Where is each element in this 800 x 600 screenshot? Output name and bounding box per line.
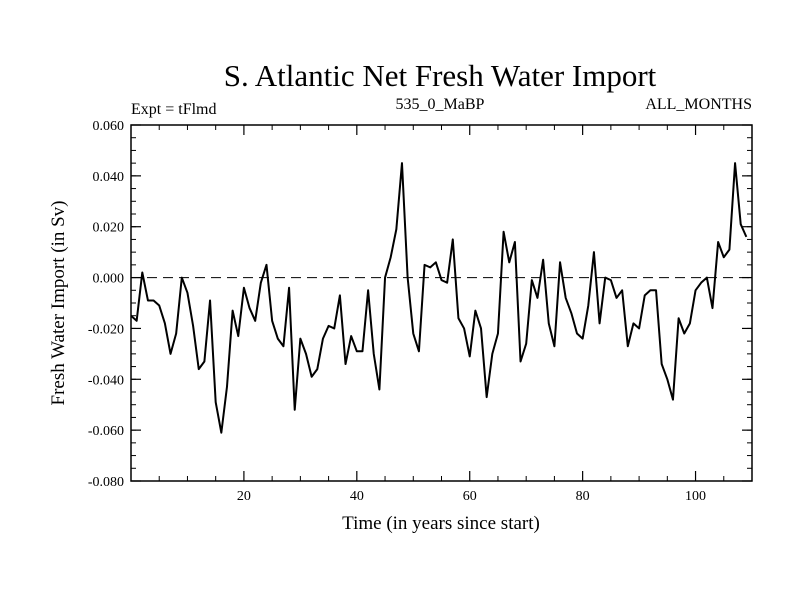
y-tick-label: 0.060 bbox=[93, 119, 125, 134]
y-tick-label: 0.040 bbox=[93, 170, 125, 185]
x-tick-label: 100 bbox=[685, 489, 706, 504]
subtitle-experiment: Expt = tFlmd bbox=[131, 101, 216, 118]
y-tick-label: -0.040 bbox=[88, 373, 124, 388]
plot-frame bbox=[130, 124, 753, 482]
x-tick-label: 40 bbox=[350, 489, 364, 504]
chart-title: S. Atlantic Net Fresh Water Import bbox=[224, 58, 657, 93]
y-tick-label: -0.060 bbox=[88, 424, 124, 439]
y-tick-label: 0.000 bbox=[93, 272, 125, 287]
x-tick-label: 80 bbox=[576, 489, 590, 504]
y-tick-label: -0.080 bbox=[88, 475, 124, 490]
x-axis: 20 40 60 80 100 bbox=[158, 125, 725, 504]
y-axis-label: Fresh Water Import (in Sv) bbox=[48, 201, 69, 406]
subtitle-months: ALL_MONTHS bbox=[645, 96, 752, 113]
series-line-fresh-water-import bbox=[130, 162, 748, 434]
x-axis-label: Time (in years since start) bbox=[342, 513, 540, 534]
x-tick-label: 20 bbox=[237, 489, 251, 504]
y-axis: 0.060 0.040 0.020 0.000 -0.020 -0.040 -0.060 -0… bbox=[88, 119, 752, 490]
subtitle-period: 535_0_MaBP bbox=[396, 96, 485, 113]
y-tick-label: 0.020 bbox=[93, 221, 125, 236]
y-tick-label: -0.020 bbox=[88, 322, 124, 337]
x-tick-label: 60 bbox=[463, 489, 477, 504]
